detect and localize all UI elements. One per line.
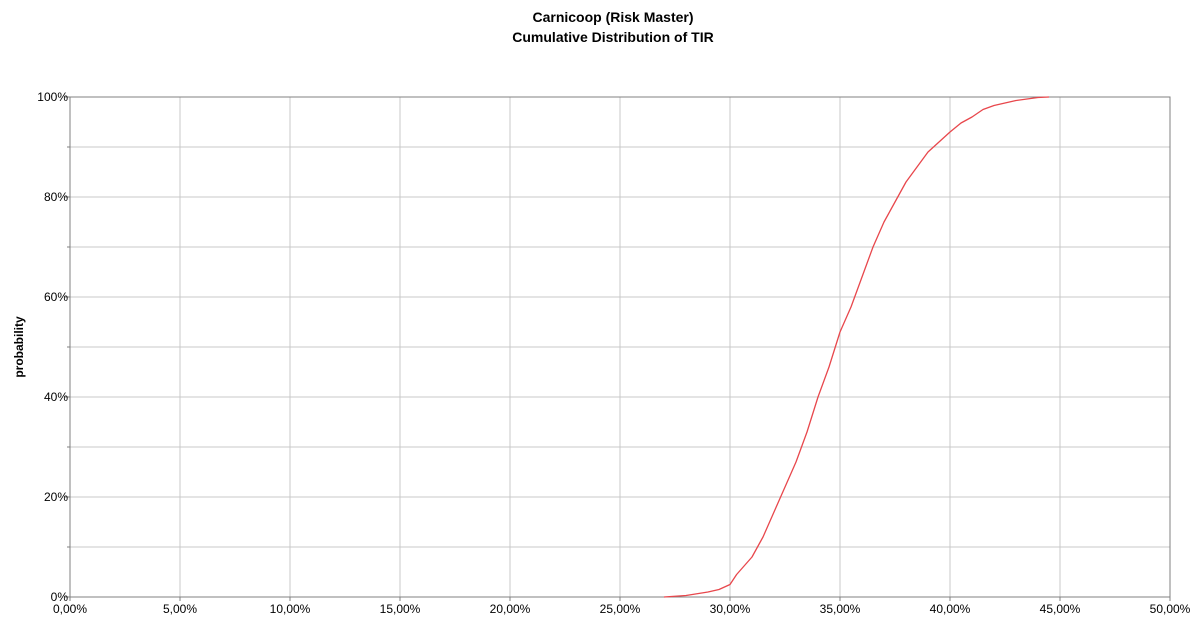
series-layer — [663, 96, 1050, 598]
x-tick-label: 10,00% — [270, 602, 311, 616]
cdf-series-line — [663, 96, 1050, 598]
y-tick-label: 80% — [44, 190, 68, 204]
y-tick-label: 20% — [44, 490, 68, 504]
x-axis-ticks: 0,00% 5,00% 10,00% 15,00% 20,00% 25,00% 30,00%… — [53, 597, 1191, 616]
chart-subtitle: Cumulative Distribution of TIR — [512, 29, 713, 45]
x-tick-label: 40,00% — [930, 602, 971, 616]
y-tick-label: 0% — [51, 590, 69, 604]
x-tick-label: 35,00% — [820, 602, 861, 616]
x-tick-label: 25,00% — [600, 602, 641, 616]
x-tick-label: 5,00% — [163, 602, 197, 616]
y-tick-label: 100% — [37, 90, 68, 104]
grid-lines — [69, 96, 1171, 598]
x-tick-label: 0,00% — [53, 602, 87, 616]
chart-title: Carnicoop (Risk Master) — [532, 9, 693, 25]
x-tick-label: 20,00% — [490, 602, 531, 616]
x-tick-label: 30,00% — [710, 602, 751, 616]
y-axis-ticks: 0% 20% 40% 60% 80% 100% — [37, 90, 70, 604]
y-tick-label: 40% — [44, 390, 68, 404]
x-tick-label: 50,00% — [1150, 602, 1191, 616]
y-tick-label: 60% — [44, 290, 68, 304]
x-tick-label: 15,00% — [380, 602, 421, 616]
y-axis-label: probability — [12, 316, 26, 378]
x-tick-label: 45,00% — [1040, 602, 1081, 616]
